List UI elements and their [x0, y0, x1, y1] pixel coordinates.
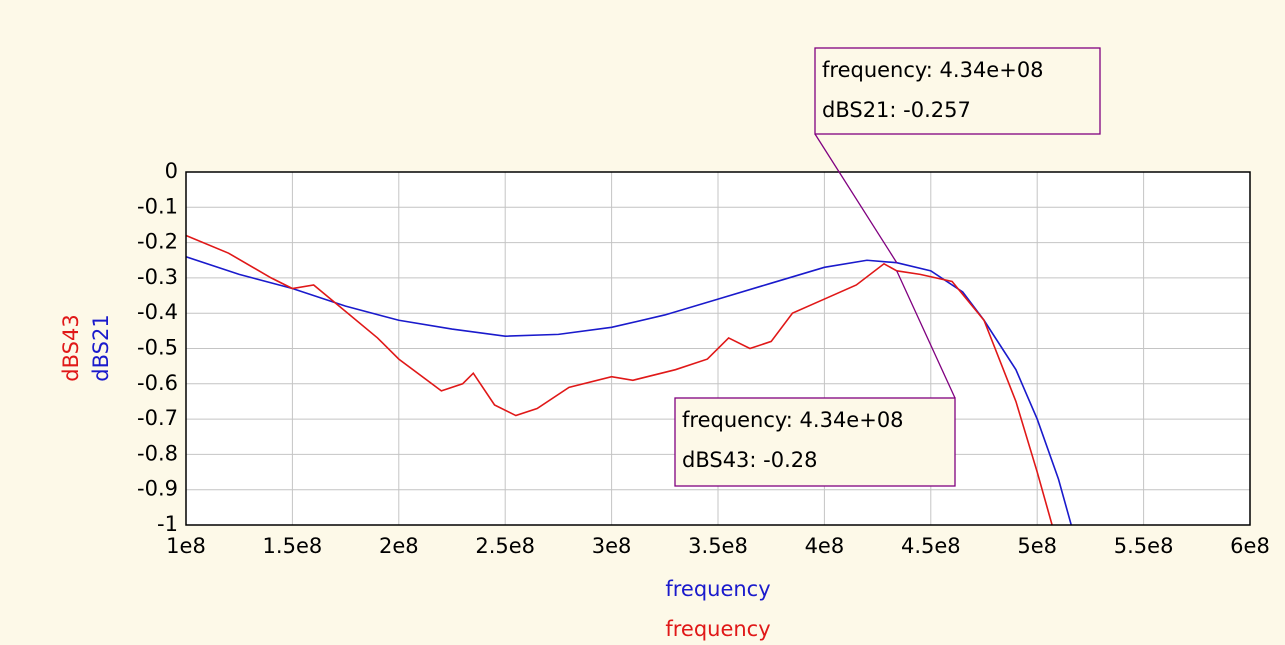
y-tick-label: -0.3 — [137, 265, 178, 289]
marker-text: dBS21: -0.257 — [822, 98, 971, 122]
x-axis-label: frequency — [665, 617, 770, 641]
marker-text: frequency: 4.34e+08 — [822, 58, 1044, 82]
y-tick-label: -1 — [157, 512, 178, 536]
y-tick-label: -0.7 — [137, 406, 178, 430]
y-axis-label: dBS21 — [89, 314, 113, 381]
x-tick-label: 1.5e8 — [263, 534, 323, 558]
marker-text: frequency: 4.34e+08 — [682, 408, 904, 432]
marker-connector — [896, 270, 956, 399]
marker-text: dBS43: -0.28 — [682, 448, 818, 472]
x-tick-label: 4e8 — [805, 534, 845, 558]
x-tick-label: 6e8 — [1230, 534, 1270, 558]
series-line — [186, 255, 1073, 525]
y-tick-label: -0.5 — [137, 336, 178, 360]
x-tick-label: 2e8 — [379, 534, 419, 558]
marker-connector — [814, 133, 898, 264]
x-tick-label: 3.5e8 — [688, 534, 748, 558]
marker-box — [674, 397, 956, 487]
x-axis-label: frequency — [665, 577, 770, 601]
y-axis-label: dBS43 — [59, 314, 83, 381]
y-tick-label: 0 — [165, 159, 178, 183]
y-tick-label: -0.2 — [137, 230, 178, 254]
y-tick-label: -0.6 — [137, 371, 178, 395]
x-tick-label: 4.5e8 — [901, 534, 961, 558]
y-tick-label: -0.9 — [137, 477, 178, 501]
plot-border — [185, 171, 1251, 526]
series-line — [186, 234, 1053, 525]
x-tick-label: 5e8 — [1017, 534, 1057, 558]
x-tick-label: 1e8 — [166, 534, 206, 558]
y-tick-label: -0.8 — [137, 441, 178, 465]
y-tick-label: -0.4 — [137, 300, 178, 324]
y-tick-label: -0.1 — [137, 194, 178, 218]
marker-box — [814, 47, 1101, 135]
x-tick-label: 5.5e8 — [1114, 534, 1174, 558]
x-tick-label: 3e8 — [592, 534, 632, 558]
x-tick-label: 2.5e8 — [475, 534, 535, 558]
